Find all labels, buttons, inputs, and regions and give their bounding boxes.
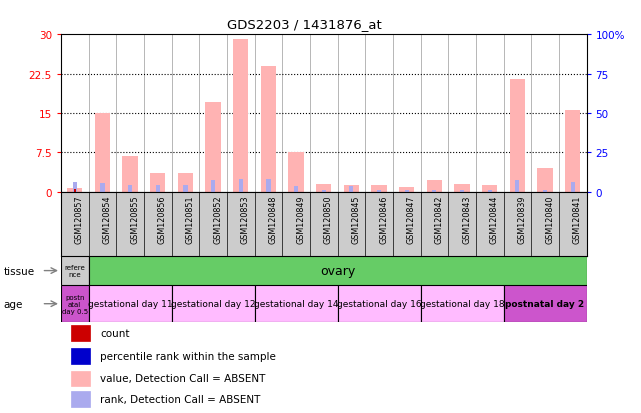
Text: count: count xyxy=(100,328,130,338)
Bar xyxy=(377,190,381,192)
Bar xyxy=(404,190,409,192)
Text: GSM120839: GSM120839 xyxy=(517,195,526,244)
Bar xyxy=(183,186,188,192)
Bar xyxy=(238,180,243,192)
Text: GSM120840: GSM120840 xyxy=(545,195,554,244)
Bar xyxy=(211,180,215,192)
Text: GSM120853: GSM120853 xyxy=(241,195,250,244)
Text: gestational day 14: gestational day 14 xyxy=(254,299,338,309)
Bar xyxy=(504,286,587,322)
Bar xyxy=(71,348,90,364)
Bar xyxy=(205,103,221,192)
Bar xyxy=(71,392,90,407)
Text: GSM120843: GSM120843 xyxy=(462,195,471,244)
Bar xyxy=(427,180,442,192)
Bar xyxy=(71,371,90,386)
Bar xyxy=(61,256,88,286)
Text: GDS2203 / 1431876_at: GDS2203 / 1431876_at xyxy=(227,18,382,31)
Bar xyxy=(150,174,165,192)
Text: GSM120850: GSM120850 xyxy=(324,195,333,244)
Text: GSM120851: GSM120851 xyxy=(185,195,194,244)
Bar xyxy=(460,190,464,192)
Bar xyxy=(172,286,254,322)
Bar xyxy=(338,286,420,322)
Bar xyxy=(71,325,90,341)
Text: age: age xyxy=(3,299,22,309)
Text: GSM120854: GSM120854 xyxy=(103,195,112,244)
Bar xyxy=(156,186,160,192)
Bar xyxy=(565,111,580,192)
Bar xyxy=(349,187,353,192)
Bar xyxy=(233,40,248,192)
Text: GSM120844: GSM120844 xyxy=(490,195,499,244)
Text: gestational day 18: gestational day 18 xyxy=(420,299,504,309)
Text: GSM120842: GSM120842 xyxy=(435,195,444,244)
Bar xyxy=(294,187,298,192)
Bar xyxy=(432,190,437,192)
Text: GSM120852: GSM120852 xyxy=(213,195,222,244)
Text: gestational day 12: gestational day 12 xyxy=(171,299,255,309)
Text: GSM120847: GSM120847 xyxy=(406,195,416,244)
Text: GSM120846: GSM120846 xyxy=(379,195,388,244)
Bar xyxy=(72,183,77,192)
Bar xyxy=(122,157,138,192)
Bar xyxy=(420,286,504,322)
Text: GSM120841: GSM120841 xyxy=(572,195,581,244)
Bar xyxy=(399,188,414,192)
Bar xyxy=(178,174,193,192)
Bar xyxy=(266,180,271,192)
Bar xyxy=(322,190,326,192)
Bar xyxy=(261,66,276,192)
Bar xyxy=(543,190,547,192)
Text: value, Detection Call = ABSENT: value, Detection Call = ABSENT xyxy=(100,373,265,384)
Bar xyxy=(88,286,172,322)
Bar xyxy=(570,183,575,192)
Bar xyxy=(74,190,76,192)
Text: percentile rank within the sample: percentile rank within the sample xyxy=(100,351,276,361)
Text: GSM120848: GSM120848 xyxy=(269,195,278,244)
Bar xyxy=(316,184,331,192)
Text: ovary: ovary xyxy=(320,264,355,278)
Bar xyxy=(100,183,104,192)
Text: GSM120855: GSM120855 xyxy=(130,195,139,244)
Bar xyxy=(344,186,359,192)
Text: postn
atal
day 0.5: postn atal day 0.5 xyxy=(62,294,88,314)
Bar xyxy=(95,114,110,192)
Text: gestational day 16: gestational day 16 xyxy=(337,299,421,309)
Text: GSM120856: GSM120856 xyxy=(158,195,167,244)
Bar xyxy=(488,190,492,192)
Text: refere
nce: refere nce xyxy=(64,265,85,277)
Text: rank, Detection Call = ABSENT: rank, Detection Call = ABSENT xyxy=(100,394,261,404)
Bar xyxy=(454,184,470,192)
Bar xyxy=(128,186,132,192)
Bar xyxy=(61,286,88,322)
Bar xyxy=(515,180,519,192)
Bar xyxy=(254,286,338,322)
Bar xyxy=(371,186,387,192)
Text: postnatal day 2: postnatal day 2 xyxy=(506,299,585,309)
Bar xyxy=(510,80,525,192)
Bar xyxy=(288,153,304,192)
Bar xyxy=(67,188,82,192)
Bar xyxy=(537,169,553,192)
Bar xyxy=(482,186,497,192)
Text: GSM120849: GSM120849 xyxy=(296,195,305,244)
Text: GSM120857: GSM120857 xyxy=(75,195,84,244)
Text: gestational day 11: gestational day 11 xyxy=(88,299,172,309)
Text: GSM120845: GSM120845 xyxy=(351,195,360,244)
Text: tissue: tissue xyxy=(3,266,35,276)
